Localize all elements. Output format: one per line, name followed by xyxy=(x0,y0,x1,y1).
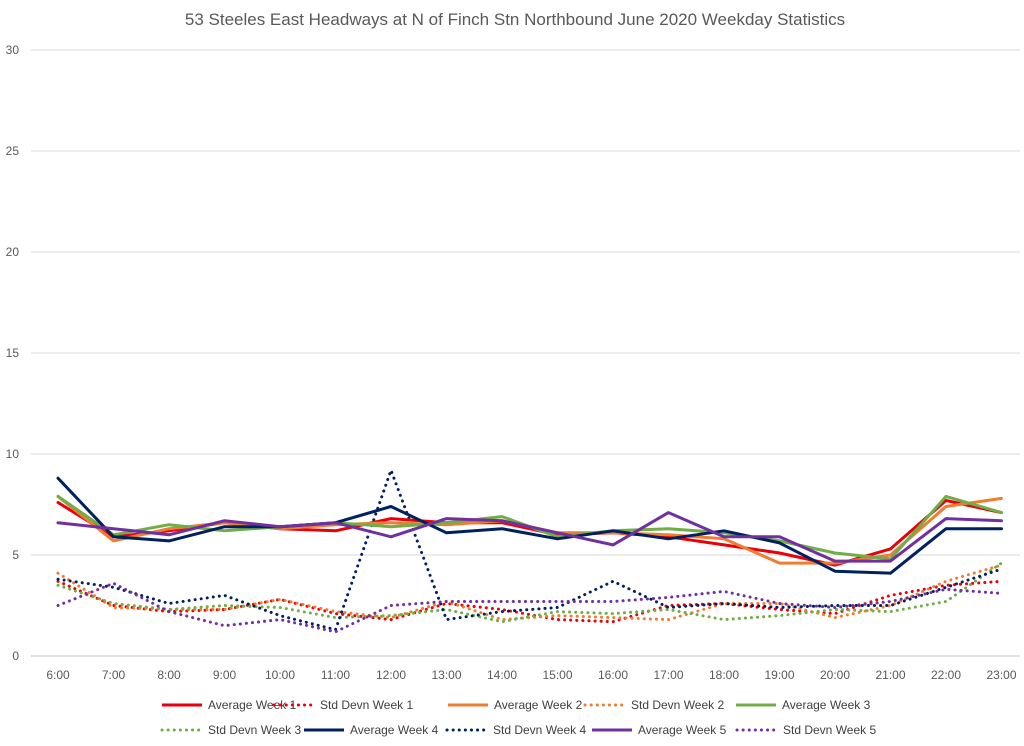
x-tick-label: 19:00 xyxy=(764,668,794,682)
legend-label: Std Devn Week 5 xyxy=(783,723,876,737)
series-line-std-devn-week-1 xyxy=(56,579,1003,624)
y-tick-label: 10 xyxy=(6,447,20,461)
legend-label: Std Devn Week 1 xyxy=(320,698,413,712)
x-tick-label: 11:00 xyxy=(321,668,350,682)
x-tick-label: 7:00 xyxy=(102,668,126,682)
series-line-average-week-4 xyxy=(56,476,1003,575)
chart-title: 53 Steeles East Headways at N of Finch S… xyxy=(185,10,845,29)
x-tick-label: 15:00 xyxy=(542,668,572,682)
x-tick-label: 14:00 xyxy=(487,668,517,682)
legend-label: Average Week 4 xyxy=(350,723,439,737)
x-tick-label: 17:00 xyxy=(653,668,683,682)
legend-label: Std Devn Week 2 xyxy=(631,698,724,712)
x-tick-label: 6:00 xyxy=(46,668,70,682)
x-axis-ticks: 6:00 7:00 8:00 9:00 10:00 11:00 12:00 13:00 14:0… xyxy=(46,668,1017,682)
x-tick-label: 12:00 xyxy=(376,668,406,682)
series-line-std-devn-week-2 xyxy=(56,563,1003,622)
legend-label: Average Week 5 xyxy=(638,723,727,737)
series-line-average-week-5 xyxy=(56,511,1003,563)
legend-label: Average Week 1 xyxy=(208,698,297,712)
x-tick-label: 21:00 xyxy=(875,668,905,682)
y-tick-label: 15 xyxy=(6,346,20,360)
x-tick-label: 20:00 xyxy=(820,668,850,682)
x-tick-label: 9:00 xyxy=(213,668,237,682)
y-axis-ticks: 0 5 10 15 20 25 30 xyxy=(6,43,20,663)
x-tick-label: 23:00 xyxy=(986,668,1016,682)
y-tick-label: 0 xyxy=(12,649,19,663)
legend-label: Std Devn Week 4 xyxy=(493,723,586,737)
series-lines xyxy=(56,468,1003,634)
legend-label: Average Week 2 xyxy=(494,698,583,712)
legend: Average Week 1 Std Devn Week 1 Average Wee… xyxy=(160,698,876,737)
x-tick-label: 10:00 xyxy=(265,668,295,682)
y-tick-label: 30 xyxy=(6,43,20,57)
gridlines xyxy=(31,49,1020,657)
x-tick-label: 18:00 xyxy=(709,668,739,682)
legend-label: Std Devn Week 3 xyxy=(208,723,301,737)
y-tick-label: 5 xyxy=(12,548,19,562)
x-tick-label: 13:00 xyxy=(431,668,461,682)
legend-label: Average Week 3 xyxy=(782,698,871,712)
series-line-std-devn-week-5 xyxy=(56,581,1003,634)
x-tick-label: 8:00 xyxy=(157,668,181,682)
y-tick-label: 20 xyxy=(6,245,20,259)
series-line-std-devn-week-4 xyxy=(56,468,1003,632)
y-tick-label: 25 xyxy=(6,144,20,158)
x-tick-label: 22:00 xyxy=(931,668,961,682)
x-tick-label: 16:00 xyxy=(598,668,628,682)
